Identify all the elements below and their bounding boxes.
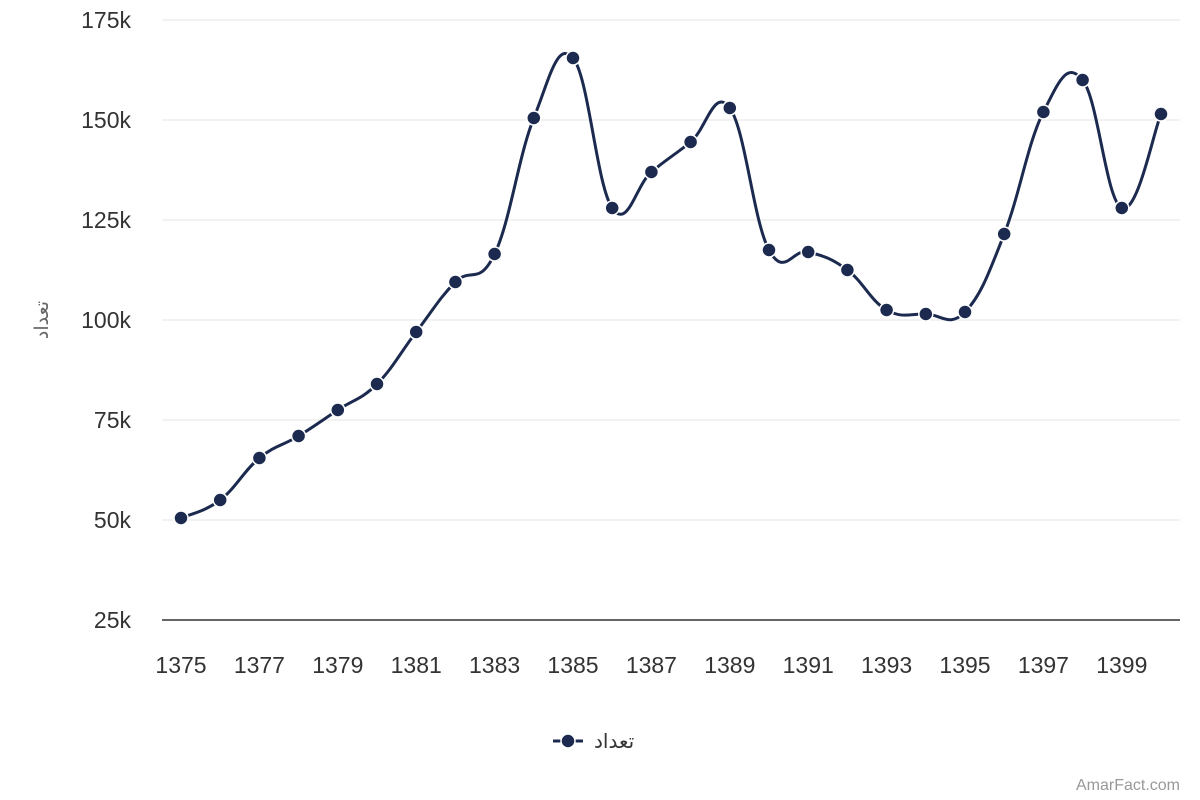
data-point[interactable] [408, 324, 424, 340]
y-axis-label: تعداد [32, 301, 53, 339]
y-tick-label: 25k [94, 607, 132, 633]
data-point[interactable] [526, 110, 542, 126]
x-tick-label: 1381 [391, 652, 442, 678]
y-tick-label: 175k [81, 7, 131, 33]
data-point[interactable] [1035, 104, 1052, 120]
x-tick-label: 1393 [861, 652, 912, 678]
data-point[interactable] [369, 376, 385, 392]
y-tick-label: 100k [81, 307, 131, 333]
data-point[interactable] [839, 262, 856, 278]
x-tick-label: 1395 [939, 652, 990, 678]
data-point[interactable] [682, 134, 699, 150]
data-point[interactable] [1074, 72, 1091, 88]
data-point[interactable] [447, 274, 464, 290]
x-tick-label: 1383 [469, 652, 520, 678]
y-tick-label: 150k [81, 107, 131, 133]
x-tick-label: 1379 [312, 652, 363, 678]
x-tick-label: 1399 [1096, 652, 1147, 678]
data-point[interactable] [330, 402, 346, 418]
x-tick-label: 1377 [234, 652, 285, 678]
data-point[interactable] [1114, 200, 1130, 216]
y-tick-label: 125k [81, 207, 131, 233]
data-point[interactable] [643, 164, 660, 180]
grid-lines [162, 19, 1180, 621]
data-point[interactable] [604, 200, 620, 216]
y-axis-ticks: 25k 50k 75k 100k 125k 150k 175k [81, 7, 131, 633]
legend[interactable]: تعداد [553, 731, 634, 753]
data-point[interactable] [486, 246, 503, 262]
credit-link[interactable]: AmarFact.com [1076, 777, 1180, 794]
data-point[interactable] [290, 428, 307, 444]
x-axis-ticks: 1375 1377 1379 1381 1383 1385 1387 1389 1391 1393… [155, 652, 1147, 678]
data-point[interactable] [800, 244, 816, 260]
y-tick-label: 75k [94, 407, 132, 433]
x-tick-label: 1387 [626, 652, 677, 678]
legend-label: تعداد [594, 731, 634, 753]
data-point[interactable] [878, 302, 895, 318]
data-point[interactable] [996, 226, 1012, 242]
data-point[interactable] [918, 306, 934, 322]
x-tick-label: 1397 [1018, 652, 1069, 678]
series-line [180, 52, 1163, 520]
data-point[interactable] [722, 100, 738, 116]
data-point[interactable] [957, 304, 973, 320]
data-point[interactable] [1153, 106, 1169, 122]
data-point[interactable] [565, 50, 581, 66]
data-point[interactable] [761, 242, 777, 258]
data-point[interactable] [251, 450, 268, 466]
x-tick-label: 1391 [783, 652, 834, 678]
legend-point-marker [560, 733, 576, 749]
x-tick-label: 1385 [547, 652, 598, 678]
series-layer [173, 50, 1169, 526]
x-tick-label: 1389 [704, 652, 755, 678]
data-point[interactable] [173, 510, 189, 526]
x-tick-label: 1375 [155, 652, 206, 678]
data-point[interactable] [212, 492, 228, 508]
y-tick-label: 50k [94, 507, 132, 533]
